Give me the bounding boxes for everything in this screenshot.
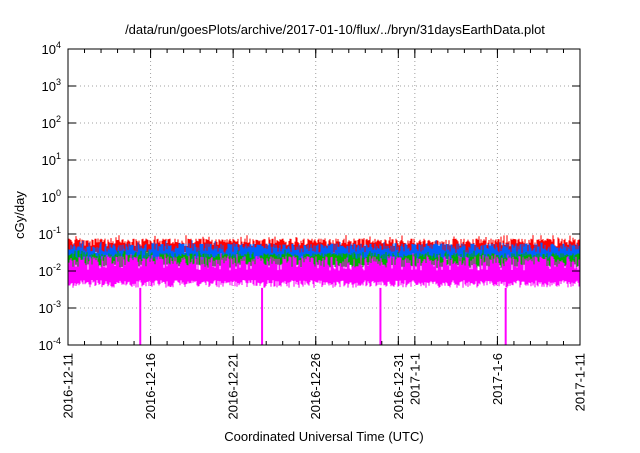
x-axis-label: Coordinated Universal Time (UTC) [224,429,423,444]
plot-frame [67,48,581,346]
y-tick-label-exponent: -1 [53,225,61,235]
y-tick-label-mantissa: 10 [42,190,56,205]
x-tick-label: 2016-12-16 [143,353,158,420]
y-tick-label: 10-2 [39,262,61,279]
y-tick-label-exponent: -3 [53,299,61,309]
x-tick-label: 2016-12-31 [391,353,406,420]
x-tick-label: 2017-1-6 [490,353,505,405]
y-tick-label-mantissa: 10 [39,264,53,279]
x-tick-label: 2017-1-1 [407,353,422,405]
y-tick-label: 10-3 [39,299,61,316]
y-tick-label: 103 [42,77,61,94]
plot-area [68,235,580,345]
y-tick-label-mantissa: 10 [42,116,56,131]
y-tick-label: 100 [42,188,61,205]
y-tick-label-exponent: -2 [53,262,61,272]
y-tick-label: 10-1 [39,225,61,242]
y-tick-label-exponent: 2 [56,114,61,124]
y-tick-label-exponent: -4 [53,336,61,346]
x-tick-label: 2016-12-21 [226,353,241,420]
x-tick-label: 2016-12-11 [61,353,76,419]
y-tick-label: 102 [42,114,61,131]
y-tick-label: 101 [42,151,61,168]
y-tick-label-mantissa: 10 [42,79,56,94]
y-tick-label: 104 [42,40,61,57]
axes: 10-410-310-210-11001011021031042016-12-1… [39,40,588,420]
grid [68,49,580,345]
x-tick-label: 2017-1-11 [573,353,588,411]
y-tick-label-mantissa: 10 [39,338,53,353]
y-tick-label-mantissa: 10 [42,42,56,57]
series-path [68,253,580,288]
y-tick-label: 10-4 [39,336,61,353]
chart-title: /data/run/goesPlots/archive/2017-01-10/f… [125,22,545,37]
x-tick-label: 2016-12-26 [308,353,323,420]
y-tick-label-mantissa: 10 [39,227,53,242]
y-tick-label-mantissa: 10 [42,153,56,168]
y-tick-label-exponent: 3 [56,77,61,87]
y-tick-label-exponent: 4 [56,40,61,50]
y-tick-label-exponent: 0 [56,188,61,198]
series-line [68,253,580,288]
y-axis-label: cGy/day [12,191,27,239]
y-tick-label-exponent: 1 [56,151,61,161]
y-tick-label-mantissa: 10 [39,301,53,316]
